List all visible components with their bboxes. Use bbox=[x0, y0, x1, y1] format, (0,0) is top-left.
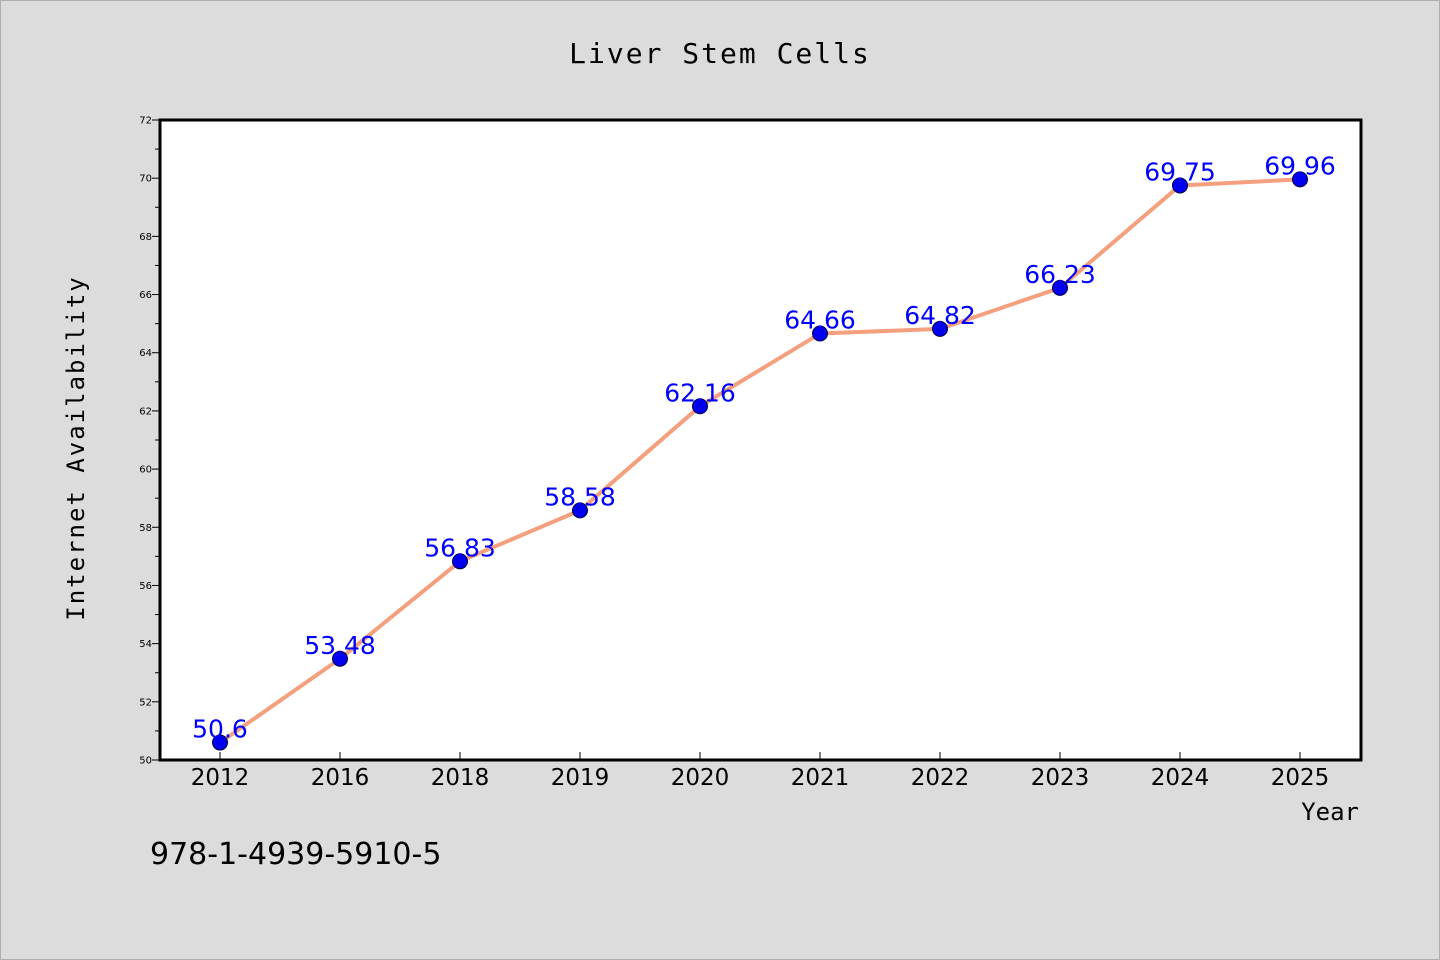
y-axis: 50 52 54 56 58 60 62 64 66 68 70 72 bbox=[139, 116, 160, 767]
y-tick-label: 60 bbox=[139, 465, 152, 476]
data-label: 64.82 bbox=[904, 301, 976, 330]
data-label: 53.48 bbox=[304, 631, 376, 660]
y-tick-label: 50 bbox=[139, 756, 152, 767]
x-axis: 2012 2016 2018 2019 2020 2021 2022 2023 2024 2025 bbox=[191, 752, 1330, 791]
data-label: 66.23 bbox=[1024, 260, 1096, 289]
y-tick-label: 54 bbox=[139, 639, 152, 650]
plot-area bbox=[158, 118, 1363, 762]
chart-title: Liver Stem Cells bbox=[569, 37, 871, 70]
series-line bbox=[218, 177, 1302, 745]
data-point bbox=[572, 502, 588, 519]
data-point bbox=[692, 398, 708, 415]
x-tick-label: 2025 bbox=[1271, 765, 1330, 791]
data-label: 62.16 bbox=[664, 378, 736, 407]
x-tick-label: 2020 bbox=[671, 765, 730, 791]
x-tick-label: 2012 bbox=[191, 765, 250, 791]
x-tick-label: 2019 bbox=[551, 765, 610, 791]
data-point bbox=[1172, 177, 1188, 194]
series-markers bbox=[212, 171, 1308, 751]
y-tick-label: 52 bbox=[139, 697, 152, 708]
x-tick-label: 2021 bbox=[791, 765, 850, 791]
data-point bbox=[1292, 171, 1308, 188]
x-tick-label: 2023 bbox=[1031, 765, 1090, 791]
y-tick-label: 66 bbox=[139, 290, 152, 301]
y-tick-label: 62 bbox=[139, 406, 152, 417]
y-tick-label: 58 bbox=[139, 523, 152, 534]
data-label: 69.96 bbox=[1264, 151, 1336, 180]
isbn-text: 978-1-4939-5910-5 bbox=[150, 837, 441, 872]
y-tick-label: 72 bbox=[139, 116, 152, 127]
y-tick-label: 70 bbox=[139, 174, 152, 185]
data-point bbox=[1052, 279, 1068, 296]
data-point bbox=[332, 650, 348, 667]
data-label: 64.66 bbox=[784, 306, 856, 335]
y-tick-label: 56 bbox=[139, 581, 152, 592]
data-point bbox=[452, 553, 468, 570]
x-axis-label: Year bbox=[1301, 798, 1359, 826]
data-point bbox=[932, 320, 948, 337]
x-tick-label: 2022 bbox=[911, 765, 970, 791]
y-axis-label: Internet Availability bbox=[62, 275, 90, 620]
data-label: 58.58 bbox=[544, 482, 616, 511]
y-tick-label: 64 bbox=[139, 348, 152, 359]
x-tick-label: 2018 bbox=[431, 765, 490, 791]
data-point bbox=[812, 325, 828, 342]
data-point bbox=[212, 734, 228, 751]
x-tick-label: 2024 bbox=[1151, 765, 1210, 791]
data-label: 56.83 bbox=[424, 533, 496, 562]
y-tick-label: 68 bbox=[139, 232, 152, 243]
data-label: 50.6 bbox=[192, 715, 248, 744]
data-labels: 50.6 53.48 56.83 58.58 62.16 64.66 64.82 66.23 6… bbox=[192, 151, 1336, 743]
x-tick-label: 2016 bbox=[311, 765, 370, 791]
data-label: 69.75 bbox=[1144, 157, 1216, 186]
